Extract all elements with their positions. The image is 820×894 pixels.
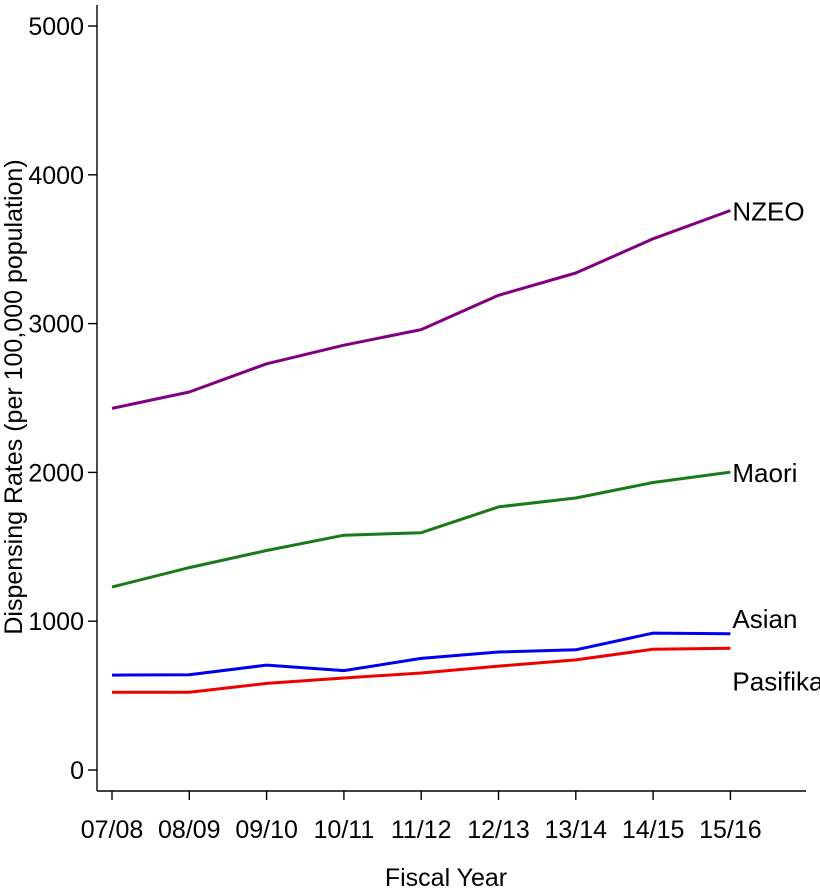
y-axis-title: Dispensing Rates (per 100,000 population…: [0, 159, 28, 634]
x-tick-label: 07/08: [81, 816, 144, 844]
x-tick-label: 14/15: [622, 816, 685, 844]
y-tick-label: 5000: [28, 13, 84, 41]
x-tick-label: 15/16: [699, 816, 762, 844]
x-ticks: 07/08 08/09 09/10 10/11 11/12 12/13 13/14 14/15…: [81, 791, 762, 844]
y-tick-label: 0: [70, 757, 84, 785]
y-ticks: 0 1000 2000 3000 4000 5000: [28, 13, 97, 785]
series-line-nzeo: [111, 209, 731, 410]
x-tick-label: 09/10: [235, 816, 298, 844]
y-tick-label: 2000: [28, 459, 84, 487]
x-tick-label: 10/11: [314, 816, 375, 844]
series-lines: NZEO Maori Asian Pasifika: [111, 197, 820, 696]
x-axis-title: Fiscal Year: [385, 864, 507, 892]
series-line-maori: [111, 470, 731, 589]
series-label-pasifika: Pasifika: [732, 666, 820, 696]
series-label-maori: Maori: [732, 458, 797, 488]
x-tick-label: 08/09: [158, 816, 221, 844]
x-tick-label: 11/12: [391, 816, 452, 844]
x-tick-label: 12/13: [467, 816, 530, 844]
series-label-nzeo: NZEO: [732, 197, 804, 227]
y-tick-label: 1000: [28, 608, 84, 636]
series-line-pasifika: [112, 646, 731, 694]
y-tick-label: 4000: [28, 162, 84, 190]
series-line-asian: [111, 631, 731, 677]
x-tick-label: 13/14: [545, 816, 608, 844]
series-label-asian: Asian: [732, 604, 797, 634]
axes: [96, 5, 806, 792]
y-tick-label: 3000: [28, 311, 84, 339]
